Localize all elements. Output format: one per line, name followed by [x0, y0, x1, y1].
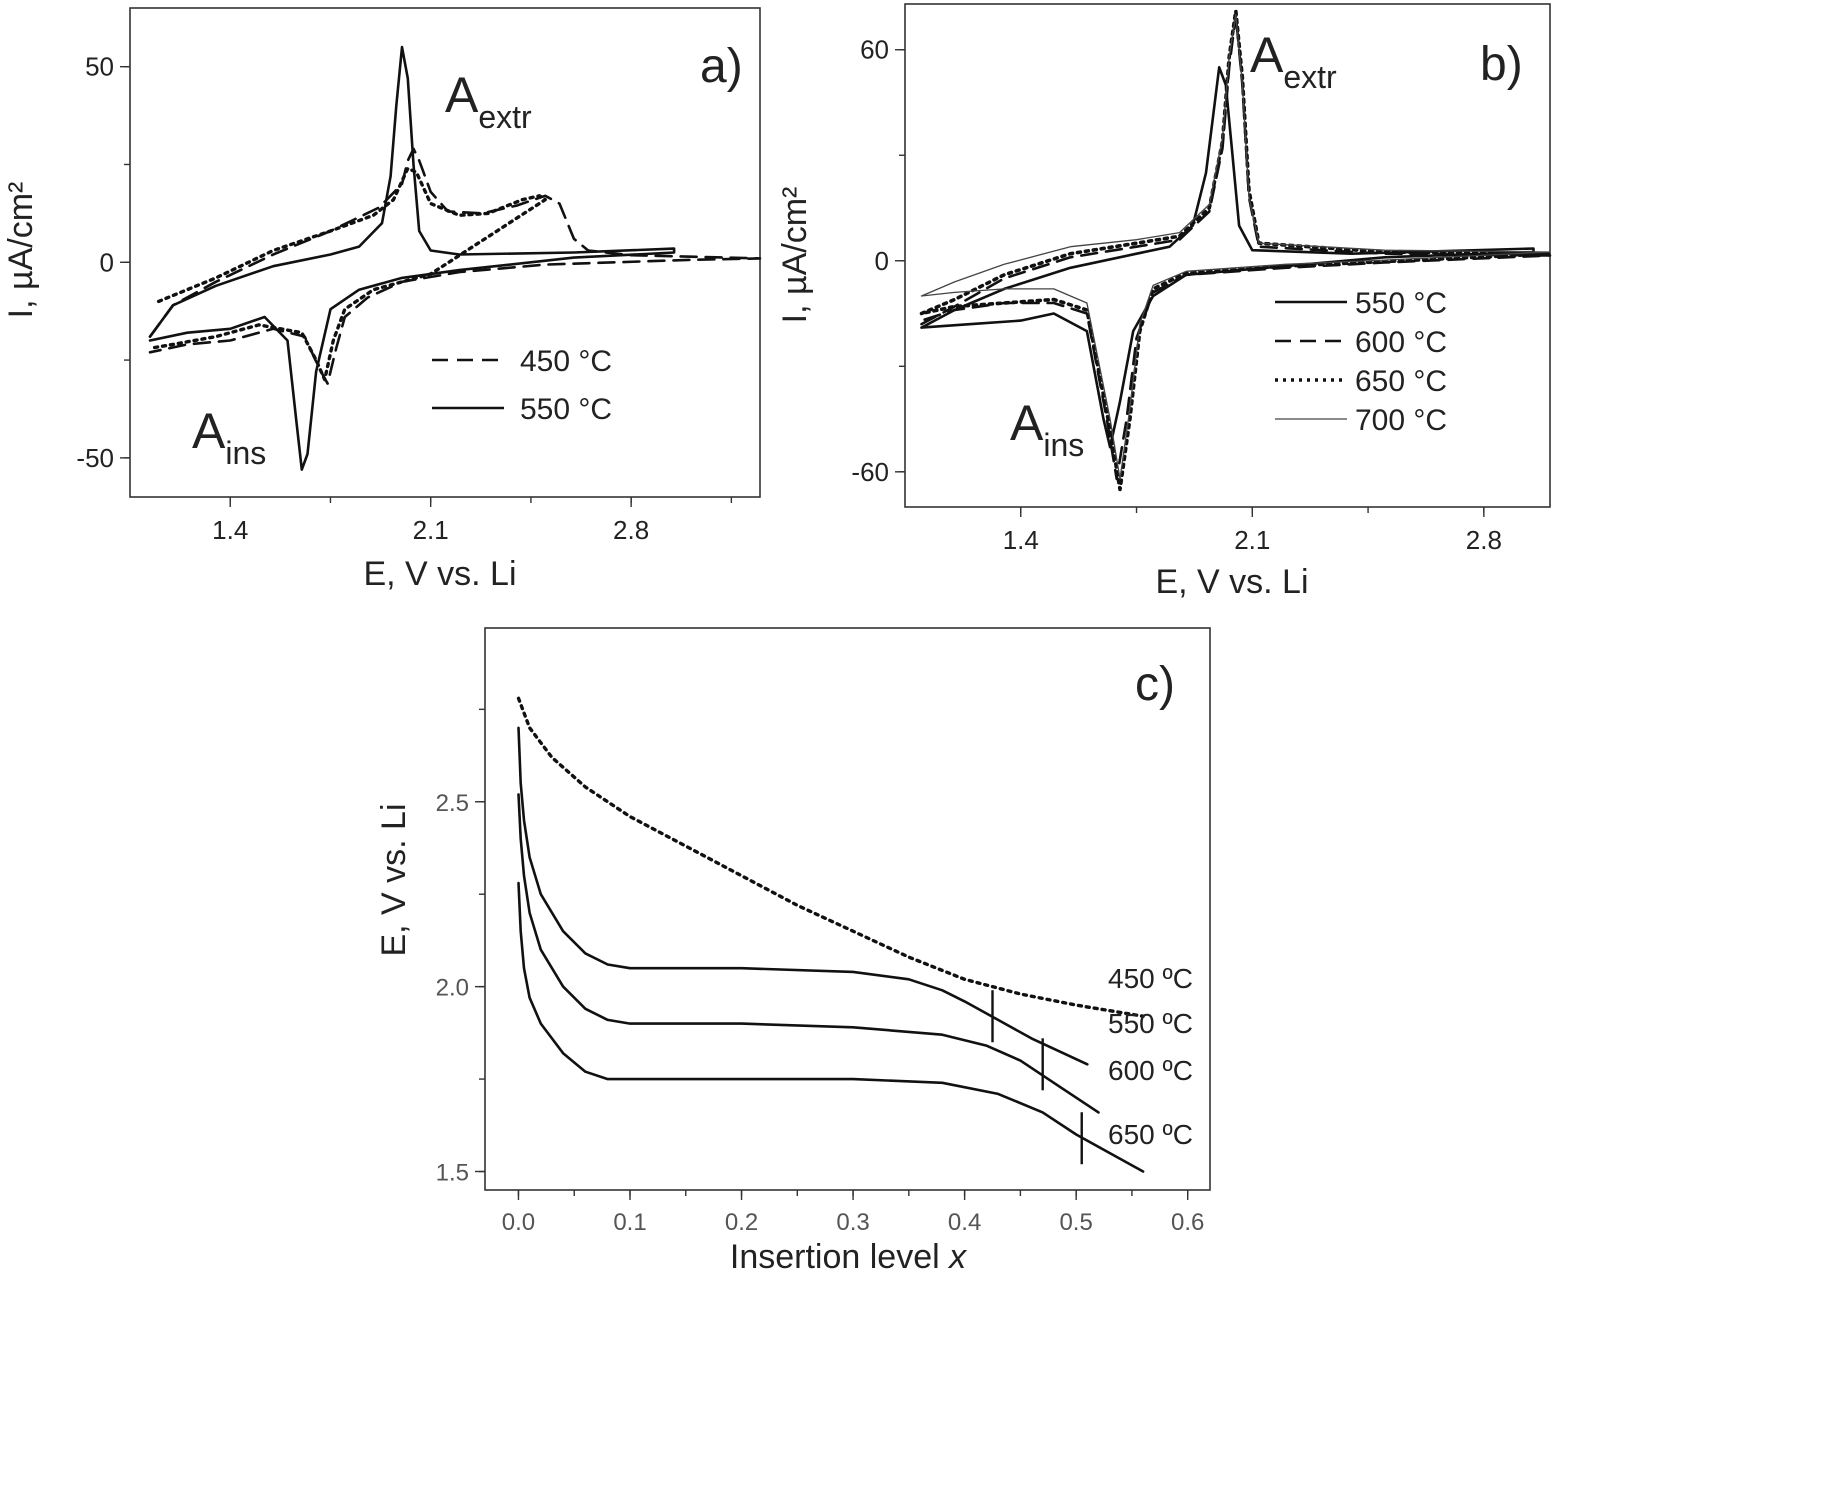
legend-label: 450 °C [520, 345, 612, 378]
annotation-a-ins: Ains [192, 403, 266, 471]
y-axis-label: E, V vs. Li [375, 803, 413, 956]
annotation-a-extr-sub: extr [478, 99, 532, 135]
curve-label: 650 ºC [1108, 1119, 1193, 1150]
y-tick-label: 1.5 [436, 1160, 469, 1187]
y-tick-label: -50 [76, 443, 114, 473]
panel-c: 0.0 0.1 0.2 0.3 0.4 0.5 0.6 1.5 2.0 2.5 Insertion … [375, 627, 1211, 1276]
x-tick-label: 2.1 [413, 515, 449, 545]
series-line [517, 881, 1145, 1173]
legend-label: 550 °C [1355, 287, 1447, 320]
series-line [517, 793, 1100, 1114]
panel-b: 1.4 2.1 2.8 -60 0 60 E, V vs. Li I, µA/cm² b) 550… [776, 3, 1552, 601]
series-line [148, 45, 676, 471]
x-axis-label: Insertion level x [730, 1238, 967, 1276]
y-tick-label: 0 [100, 247, 114, 277]
plot-frame [484, 627, 1211, 1191]
annotation-a-extr: Aextr [445, 67, 532, 135]
curve-label: 550 ºC [1108, 1008, 1193, 1039]
series-line [148, 166, 547, 382]
x-tick-label: 0.1 [613, 1209, 646, 1236]
panel-a: 1.4 2.1 2.8 -50 0 50 E, V vs. Li I, µA/cm² a) 450… [2, 7, 762, 593]
y-tick-label: 0 [875, 246, 889, 276]
series-line [517, 726, 1089, 1066]
panel-label: b) [1480, 38, 1523, 91]
x-tick-label: 1.4 [212, 515, 248, 545]
panel-label: c) [1135, 658, 1175, 711]
x-tick-label: 0.2 [725, 1209, 758, 1236]
legend-label: 550 °C [520, 393, 612, 426]
y-axis-label: I, µA/cm² [2, 182, 40, 319]
y-tick-label: 2.0 [436, 975, 469, 1002]
legend-label: 600 °C [1355, 326, 1447, 359]
y-axis-label: I, µA/cm² [776, 187, 814, 324]
annotation-b-ins-sub: ins [1043, 427, 1084, 463]
x-axis-label: E, V vs. Li [363, 555, 516, 593]
plot-frame [129, 7, 761, 498]
curve-label: 450 ºC [1108, 963, 1193, 994]
y-tick-label: 2.5 [436, 790, 469, 817]
series-line [919, 9, 1552, 492]
y-tick-label: 50 [85, 52, 114, 82]
x-tick-label: 0.0 [502, 1209, 535, 1236]
annotation-b-ins: Ains [1010, 395, 1084, 463]
curve-label: 600 ºC [1108, 1055, 1193, 1086]
x-tick-label: 1.4 [1003, 525, 1039, 555]
x-tick-label: 2.8 [1466, 525, 1502, 555]
panel-label: a) [700, 40, 743, 93]
x-tick-label: 0.4 [948, 1209, 981, 1236]
annotation-a-ins-sub: ins [225, 435, 266, 471]
x-axis-label-italic: x [947, 1238, 967, 1276]
y-tick-label: 60 [860, 35, 889, 65]
x-tick-label: 2.1 [1234, 525, 1270, 555]
x-axis-label: E, V vs. Li [1155, 563, 1308, 601]
y-tick-label: -60 [851, 457, 889, 487]
annotation-b-extr: Aextr [1250, 27, 1337, 95]
series-line [920, 13, 1551, 480]
x-tick-label: 0.5 [1059, 1209, 1092, 1236]
annotation-b-extr-sub: extr [1283, 59, 1337, 95]
x-tick-label: 0.6 [1171, 1209, 1204, 1236]
x-tick-label: 0.3 [836, 1209, 869, 1236]
legend-label: 650 °C [1355, 365, 1447, 398]
legend-label: 700 °C [1355, 404, 1447, 437]
series-line [516, 696, 1145, 1018]
x-tick-label: 2.8 [613, 515, 649, 545]
